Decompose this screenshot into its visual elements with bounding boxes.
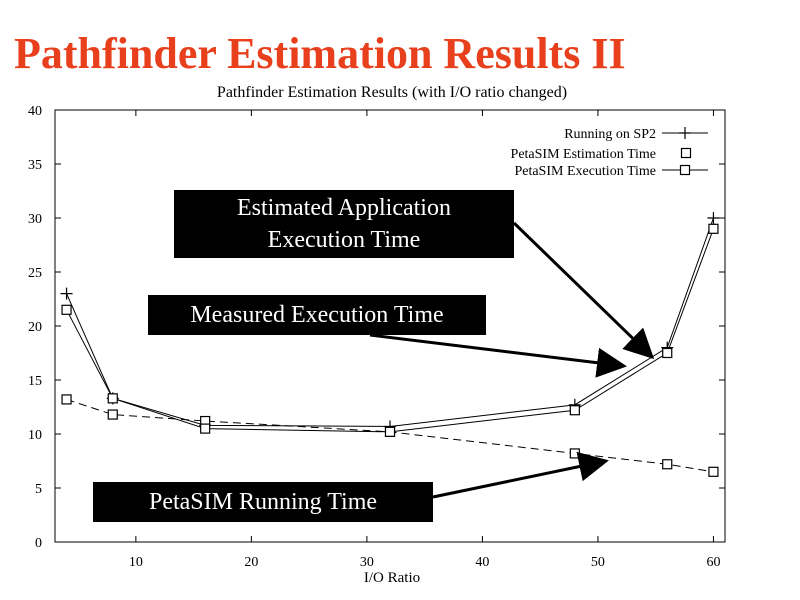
annotation-petasim-running: PetaSIM Running Time: [93, 482, 433, 522]
legend-marker: [679, 127, 691, 139]
data-point-series-2: [569, 448, 580, 459]
legend-marker: [679, 164, 691, 176]
chart-title: Pathfinder Estimation Results (with I/O …: [217, 84, 567, 101]
y-tick-label: 15: [28, 374, 42, 389]
data-point-series-3: [569, 405, 580, 416]
y-tick-label: 10: [28, 428, 42, 443]
legend-label: PetaSIM Execution Time: [514, 164, 656, 179]
y-axis: 0 5 10 15 20 25 30 35 40: [28, 104, 725, 551]
data-point-series-3: [662, 347, 673, 359]
legend-label: Running on SP2: [564, 127, 656, 142]
data-point-series-2: [662, 459, 673, 470]
data-point-series-3: [107, 393, 118, 404]
series-layer: [60, 212, 720, 477]
y-tick-label: 0: [35, 536, 42, 551]
data-point-series-3: [708, 223, 719, 234]
y-tick-label: 5: [35, 482, 42, 497]
x-tick-label: 30: [360, 555, 374, 570]
annotation-measured-execution: Measured Execution Time: [148, 295, 486, 335]
legend: Running on SP2 PetaSIM Estimation Time Pet…: [511, 127, 708, 179]
data-point-series-2: [61, 394, 72, 405]
legend-marker: [680, 147, 692, 159]
slide-title: Pathfinder Estimation Results II: [14, 29, 626, 78]
data-point-series-3: [61, 304, 72, 315]
data-point-series-2: [708, 466, 719, 477]
x-tick-label: 50: [591, 555, 605, 570]
data-point-series-2: [107, 409, 118, 420]
y-tick-label: 35: [28, 158, 42, 173]
annotation-estimated-execution: Estimated Application Execution Time: [174, 190, 514, 258]
x-axis-label: I/O Ratio: [364, 570, 420, 586]
x-tick-label: 10: [129, 555, 143, 570]
legend-label: PetaSIM Estimation Time: [511, 147, 656, 162]
x-axis: 10 20 30 40 50 60: [129, 110, 720, 570]
y-tick-label: 30: [28, 212, 42, 227]
y-tick-label: 20: [28, 320, 42, 335]
arrow-measured: [369, 333, 627, 378]
x-tick-label: 60: [706, 555, 720, 570]
arrow-running: [432, 451, 609, 499]
data-point-series-3: [384, 426, 396, 437]
x-tick-label: 40: [475, 555, 489, 570]
y-tick-label: 25: [28, 266, 42, 281]
arrow-estimated: [512, 221, 655, 360]
data-point-series-1: [60, 287, 73, 300]
data-point-series-1: [707, 212, 720, 224]
x-tick-label: 20: [244, 555, 258, 570]
y-tick-label: 40: [28, 104, 42, 119]
data-point-series-3: [200, 423, 211, 434]
